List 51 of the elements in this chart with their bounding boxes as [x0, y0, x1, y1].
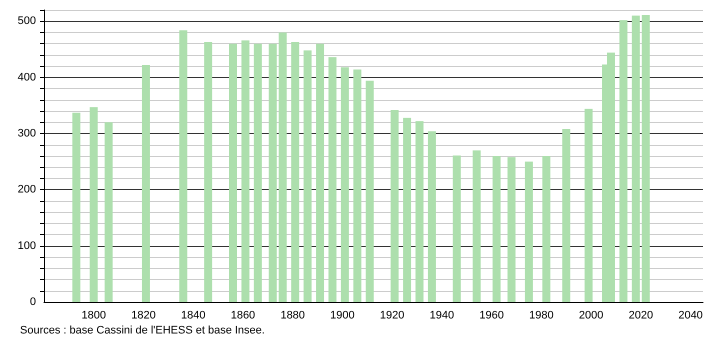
- bar: [328, 57, 336, 302]
- bar: [254, 44, 262, 302]
- bar: [340, 67, 349, 302]
- y-tick-label: 400: [18, 71, 36, 84]
- bar: [428, 131, 436, 302]
- x-tick-label: 1800: [81, 310, 106, 322]
- y-tick-label: 100: [18, 240, 36, 252]
- x-tick-label: 1900: [330, 310, 355, 322]
- bar: [142, 65, 150, 302]
- x-tick-label: 1960: [479, 310, 504, 322]
- bar: [179, 30, 188, 302]
- x-tick-label: 1920: [380, 310, 404, 322]
- x-tick-label: 1980: [529, 310, 554, 322]
- y-tick-label: 200: [18, 184, 36, 196]
- bar: [204, 42, 212, 302]
- x-tick-label: 1820: [131, 310, 156, 322]
- bar: [472, 150, 481, 302]
- bar: [304, 50, 312, 302]
- bar: [228, 44, 237, 302]
- x-tick-label: 2040: [678, 310, 703, 322]
- bar: [492, 156, 501, 302]
- bar: [632, 16, 640, 302]
- x-tick-label: 1860: [230, 310, 256, 322]
- bar: [90, 107, 98, 302]
- x-tick-label: 1940: [430, 310, 454, 322]
- x-tick-label: 2000: [578, 310, 604, 322]
- bar: [241, 40, 250, 302]
- bar: [452, 155, 461, 302]
- bar: [524, 162, 533, 302]
- bar: [642, 15, 650, 302]
- bar: [72, 112, 80, 302]
- bar: [403, 118, 412, 302]
- bar: [390, 110, 399, 302]
- bar: [104, 122, 113, 302]
- bar: [291, 42, 300, 302]
- bar: [416, 121, 424, 302]
- bar: [584, 108, 593, 302]
- bar: [619, 20, 628, 302]
- x-tick-label: 2020: [628, 310, 654, 322]
- source-note: Sources : base Cassini de l'EHESS et base Insee.: [20, 324, 265, 336]
- y-tick-label: 300: [18, 128, 36, 140]
- bar: [366, 80, 374, 302]
- x-tick-label: 1880: [280, 310, 305, 322]
- y-tick-label: 500: [18, 15, 36, 28]
- y-tick-label: 0: [30, 296, 36, 308]
- bar: [353, 70, 362, 302]
- bar: [562, 129, 570, 302]
- bar: [508, 157, 516, 302]
- x-tick-label: 1840: [180, 310, 206, 322]
- bar: [316, 44, 324, 302]
- bar: [542, 156, 550, 302]
